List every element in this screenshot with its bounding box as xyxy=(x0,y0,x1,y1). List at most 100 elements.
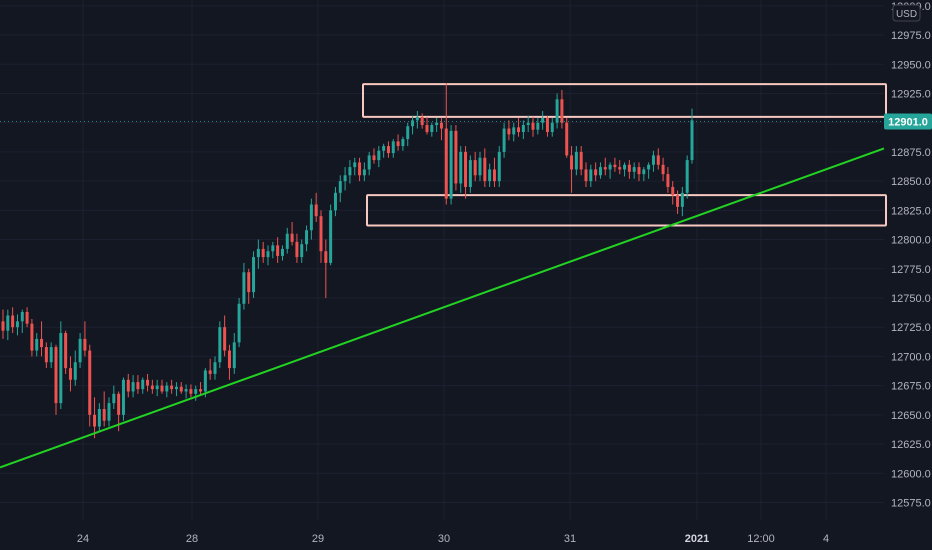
candle-body xyxy=(136,382,140,390)
upper-resistance-zone xyxy=(362,83,887,118)
candle-body xyxy=(44,347,48,363)
candle-body xyxy=(112,393,116,404)
candle-body xyxy=(305,230,309,245)
candle-body xyxy=(150,385,154,390)
candle-body xyxy=(247,272,251,293)
candle-body xyxy=(1,321,5,331)
candle-body xyxy=(449,130,453,199)
candle-body xyxy=(353,162,357,168)
candle-body xyxy=(126,379,130,392)
candle-body xyxy=(30,323,34,351)
candle-body xyxy=(382,146,386,151)
candle-body xyxy=(179,386,183,392)
candle-body xyxy=(252,257,256,293)
candle-body xyxy=(290,233,294,242)
candle-body xyxy=(25,312,29,324)
candle-body xyxy=(377,150,381,161)
candle-body xyxy=(261,248,265,258)
candle-body xyxy=(189,389,193,394)
candles xyxy=(1,82,694,439)
y-tick-label: 12925.0 xyxy=(891,88,931,100)
candle-body xyxy=(170,385,174,390)
y-tick-label: 12575.0 xyxy=(891,497,931,509)
y-tick-label: 12825.0 xyxy=(891,205,931,217)
candle-body xyxy=(218,327,222,363)
candle-body xyxy=(396,141,400,147)
candle-body xyxy=(488,169,492,182)
candle-body xyxy=(97,408,101,427)
currency-label: USD xyxy=(896,9,917,20)
candle-body xyxy=(411,120,415,127)
candle-body xyxy=(565,122,569,156)
candle-body xyxy=(526,122,530,126)
candle-body xyxy=(647,164,651,170)
candle-body xyxy=(478,157,482,176)
y-tick-label: 12975.0 xyxy=(891,30,931,42)
candle-body xyxy=(603,167,607,170)
y-tick-label: 12950.0 xyxy=(891,59,931,71)
candle-body xyxy=(584,169,588,182)
candle-body xyxy=(93,414,97,427)
candle-body xyxy=(54,347,58,404)
candle-body xyxy=(309,204,313,231)
candle-body xyxy=(276,245,280,256)
candle-body xyxy=(372,155,376,161)
y-tick-label: 12750.0 xyxy=(891,293,931,305)
candle-body xyxy=(362,169,366,176)
candle-body xyxy=(49,347,53,363)
candle-body xyxy=(184,389,188,392)
candle-body xyxy=(627,164,631,172)
candle-body xyxy=(15,321,19,328)
y-tick-label: 12725.0 xyxy=(891,322,931,334)
candle-body xyxy=(386,146,390,154)
candle-body xyxy=(468,160,472,187)
candle-body xyxy=(223,327,227,351)
candle-body xyxy=(545,118,549,133)
x-tick-label: 4 xyxy=(823,533,829,545)
candle-body xyxy=(550,122,554,133)
candle-body xyxy=(651,155,655,165)
candle-body xyxy=(613,164,617,168)
trendline-layer xyxy=(0,147,885,469)
candle-body xyxy=(102,408,106,421)
candle-body xyxy=(329,210,333,263)
candle-body xyxy=(656,155,660,165)
lower-support-zone xyxy=(366,194,887,227)
x-tick-label: 30 xyxy=(438,533,450,545)
candle-body xyxy=(459,151,463,184)
candle-body xyxy=(155,385,159,390)
price-axis[interactable]: 12575.0 12600.0 12625.0 12650.0 12675.0 12700… xyxy=(891,1,931,510)
currency-badge[interactable]: USD xyxy=(892,4,921,22)
candle-body xyxy=(73,362,77,380)
candle-body xyxy=(507,128,511,135)
candle-body xyxy=(117,393,121,415)
candle-body xyxy=(420,116,424,126)
candle-body xyxy=(11,315,15,328)
candle-body xyxy=(319,216,323,252)
candle-body xyxy=(623,164,627,170)
candle-body xyxy=(666,174,670,187)
candle-body xyxy=(555,99,559,123)
candle-body xyxy=(141,379,145,390)
candle-body xyxy=(464,151,468,187)
candle-body xyxy=(570,155,574,170)
time-axis[interactable]: 24 28 29 30 31 2021 12:00 4 xyxy=(77,533,829,545)
candle-body xyxy=(512,127,516,135)
candle-body xyxy=(348,167,352,176)
candle-body xyxy=(680,192,684,207)
candle-body xyxy=(594,169,598,176)
candle-body xyxy=(536,122,540,130)
candle-body xyxy=(531,122,535,130)
candle-body xyxy=(579,151,583,170)
candle-body xyxy=(271,245,275,252)
candle-body xyxy=(160,385,164,392)
candle-body xyxy=(88,350,92,415)
candle-body xyxy=(314,204,318,217)
candle-body xyxy=(676,195,680,207)
candle-body xyxy=(358,162,362,176)
candle-body xyxy=(20,312,24,322)
trendline xyxy=(0,147,885,469)
zones xyxy=(362,83,887,227)
